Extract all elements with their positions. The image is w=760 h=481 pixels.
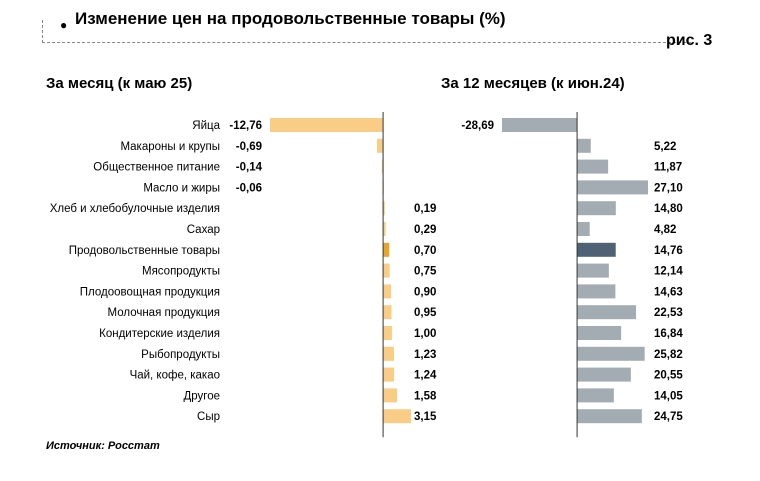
month-value-label: 0,90 <box>414 286 436 298</box>
year-bar <box>577 242 616 257</box>
year-value-label: 27,10 <box>654 182 683 194</box>
month-value-label: 0,19 <box>414 203 436 215</box>
category-label: Сахар <box>187 224 220 236</box>
month-value-label: 0,75 <box>414 266 437 278</box>
left-subtitle: За месяц (к маю 25) <box>46 75 193 92</box>
year-bar <box>577 388 614 403</box>
month-bar <box>381 159 384 174</box>
month-value-label: 1,58 <box>414 390 437 402</box>
year-bar <box>577 201 616 216</box>
month-bar <box>383 242 390 257</box>
year-bar <box>577 346 645 361</box>
year-value-label: 4,82 <box>654 224 676 236</box>
year-value-label: 5,22 <box>654 141 676 153</box>
month-value-label: -0,06 <box>236 182 262 194</box>
month-value-label: 1,23 <box>414 349 436 361</box>
year-value-label: 14,76 <box>654 245 683 257</box>
year-value-label: 14,63 <box>654 286 683 298</box>
month-bar <box>383 346 394 361</box>
month-bar <box>383 388 398 403</box>
year-series: -28,69 5,22 11,87 27,10 14,80 4,82 14,76 12,14 1… <box>461 112 683 438</box>
month-value-label: -0,69 <box>236 141 262 153</box>
year-value-label: 20,55 <box>654 370 683 382</box>
year-value-label: 24,75 <box>654 411 683 423</box>
category-label: Масло и жиры <box>143 182 220 194</box>
month-bar <box>383 284 392 299</box>
category-label: Молочная продукция <box>108 307 221 319</box>
category-label: Яйца <box>192 120 220 132</box>
chart-title: Изменение цен на продовольственные товар… <box>75 9 506 28</box>
title-dashed-frame <box>42 20 691 43</box>
year-bar <box>577 138 591 153</box>
year-value-label: 12,14 <box>654 266 683 278</box>
month-bar <box>383 326 392 340</box>
year-bar <box>577 284 616 299</box>
category-label: Продовольственные товары <box>69 245 220 257</box>
year-bar <box>577 263 609 278</box>
year-bar <box>577 409 642 424</box>
month-value-label: 3,15 <box>414 411 437 423</box>
month-value-label: 0,95 <box>414 307 437 319</box>
month-value-label: 0,29 <box>414 224 436 236</box>
month-value-label: 1,24 <box>414 370 437 382</box>
month-bar <box>383 222 386 236</box>
category-label: Общественное питание <box>93 162 220 174</box>
title-bullet-icon: ● <box>60 18 68 32</box>
month-series: -12,76 -0,69 -0,14 -0,06 0,19 0,29 0,70 0,75 0,9… <box>229 112 437 438</box>
category-label: Чай, кофе, какао <box>130 370 220 382</box>
year-value-label: 11,87 <box>654 162 682 174</box>
year-bar <box>502 118 578 132</box>
month-bar <box>383 263 390 278</box>
month-bar <box>383 409 411 424</box>
month-bar <box>383 201 385 216</box>
year-bar <box>577 159 609 174</box>
month-value-label: 1,00 <box>414 328 436 340</box>
year-bar <box>577 326 622 340</box>
month-bar <box>383 305 392 320</box>
category-label: Кондитерские изделия <box>99 328 220 340</box>
category-label: Хлеб и хлебобулочные изделия <box>50 203 220 215</box>
year-value-label: 25,82 <box>654 349 683 361</box>
year-bar <box>577 222 590 236</box>
category-label: Мясопродукты <box>142 266 220 278</box>
year-value-label: 16,84 <box>654 328 683 340</box>
year-bar <box>577 180 648 195</box>
category-label: Плодоовощная продукция <box>80 286 220 298</box>
month-bar <box>376 138 384 153</box>
year-value-label: -28,69 <box>461 120 494 132</box>
category-label: Сыр <box>197 411 220 423</box>
year-bar <box>577 367 631 382</box>
right-subtitle: За 12 месяцев (к июн.24) <box>441 75 625 92</box>
source-note: Источник: Росстат <box>46 440 160 452</box>
category-label: Рыбопродукты <box>141 349 220 361</box>
year-value-label: 14,05 <box>654 390 683 402</box>
month-value-label: -0,14 <box>236 162 263 174</box>
month-bar <box>383 367 395 382</box>
figure-label: рис. 3 <box>666 32 713 49</box>
category-label: Макароны и крупы <box>120 141 220 153</box>
month-value-label: -12,76 <box>229 120 262 132</box>
title-block: ● Изменение цен на продовольственные тов… <box>42 6 692 44</box>
month-bar <box>270 118 384 132</box>
month-value-label: 0,70 <box>414 245 436 257</box>
year-value-label: 22,53 <box>654 307 683 319</box>
year-value-label: 14,80 <box>654 203 683 215</box>
category-labels: Яйца Макароны и крупы Общественное питание… <box>50 120 221 423</box>
category-label: Другое <box>183 390 220 402</box>
year-bar <box>577 305 637 320</box>
